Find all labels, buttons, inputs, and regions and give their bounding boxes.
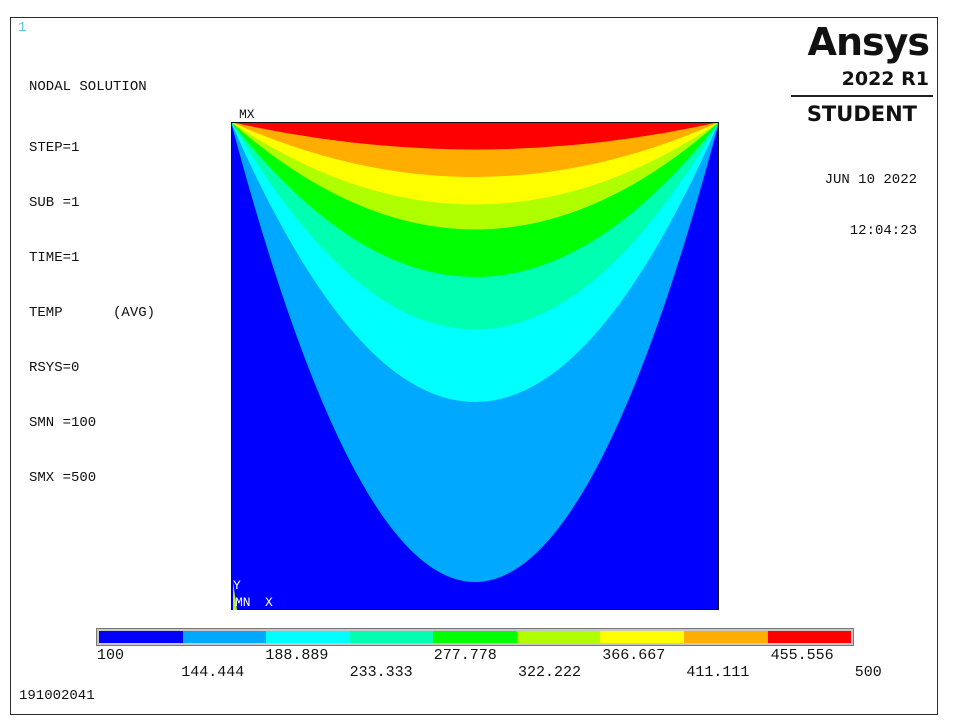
legend-swatch: [767, 631, 852, 643]
legend-swatch: [182, 631, 267, 643]
info-temp: TEMP (AVG): [29, 305, 156, 321]
legend-label-lower: 500: [854, 664, 882, 681]
max-node-label: MX: [239, 107, 255, 122]
legend-label-upper: 366.667: [602, 647, 666, 664]
edition-label: STUDENT: [806, 102, 917, 126]
info-rsys: RSYS=0: [29, 360, 80, 376]
brand-divider: [791, 95, 933, 97]
legend-label-upper: 188.889: [265, 647, 329, 664]
contour-plot: Y MN X: [231, 122, 719, 610]
graphics-window: 1 NODAL SOLUTION STEP=1 SUB =1 TIME=1 TE…: [10, 17, 938, 715]
legend-label-upper: 277.778: [433, 647, 497, 664]
window-number: 1: [18, 20, 27, 36]
info-step: STEP=1: [29, 140, 80, 156]
footer-id: 191002041: [19, 688, 95, 704]
info-sub: SUB =1: [29, 195, 80, 211]
legend-swatch: [99, 631, 183, 643]
legend-colorbar: [96, 628, 854, 646]
contour-band-456: [231, 122, 719, 150]
legend-swatch: [516, 631, 601, 643]
legend-swatch: [600, 631, 684, 643]
y-axis-label: Y: [233, 578, 241, 593]
info-smn: SMN =100: [29, 415, 97, 431]
legend-swatch: [683, 631, 768, 643]
legend-swatch: [349, 631, 434, 643]
legend-label-lower: 233.333: [349, 664, 413, 681]
legend-label-lower: 322.222: [518, 664, 582, 681]
legend-label-upper: 455.556: [770, 647, 834, 664]
legend-label-lower: 144.444: [181, 664, 245, 681]
min-node-label: MN: [235, 595, 251, 610]
ansys-logo: Ansys: [807, 20, 930, 64]
solution-info-block: NODAL SOLUTION STEP=1 SUB =1 TIME=1 TEMP…: [29, 43, 155, 523]
legend-labels: 100 188.889 277.778 366.667 455.556 144.444 23…: [11, 18, 937, 714]
time-label: 12:04:23: [849, 223, 917, 239]
legend-swatch: [266, 631, 350, 643]
legend-swatch: [433, 631, 517, 643]
version-label: 2022 R1: [841, 68, 929, 90]
info-time: TIME=1: [29, 250, 80, 266]
legend-label-upper: 100: [97, 647, 125, 664]
info-smx: SMX =500: [29, 470, 97, 486]
timestamp-block: JUN 10 2022 12:04:23: [825, 138, 917, 274]
info-title: NODAL SOLUTION: [29, 79, 147, 95]
x-axis-label: X: [265, 595, 273, 610]
corner-marker: [233, 582, 237, 610]
plot-border: [231, 122, 719, 610]
date-label: JUN 10 2022: [824, 172, 917, 188]
legend-label-lower: 411.111: [686, 664, 750, 681]
